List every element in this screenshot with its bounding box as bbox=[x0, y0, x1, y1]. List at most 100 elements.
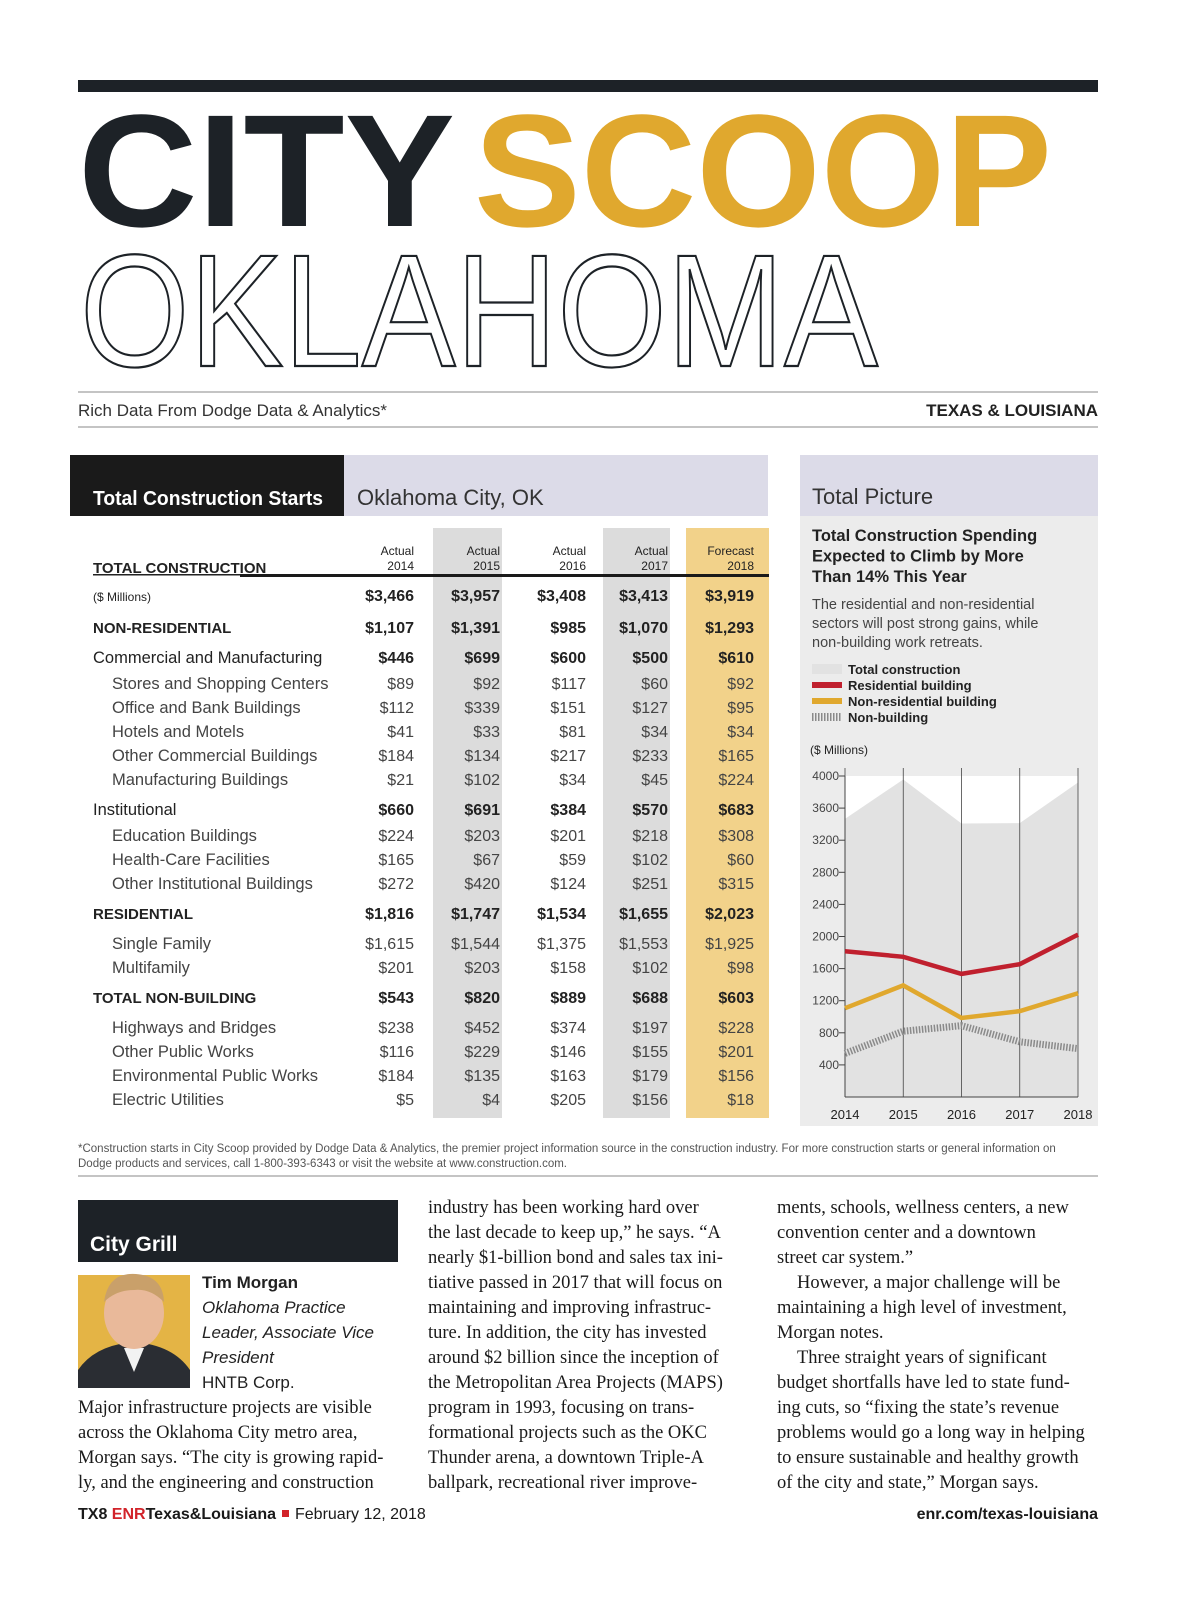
date: February 12, 2018 bbox=[295, 1506, 426, 1523]
title-state: OKLAHOMA bbox=[80, 221, 878, 400]
column-type: Actual bbox=[381, 544, 414, 558]
cell: $339 bbox=[464, 700, 500, 717]
cell: $102 bbox=[632, 852, 668, 869]
cell: $1,747 bbox=[451, 906, 500, 923]
article-line: nearly $1-billion bond and sales tax ini… bbox=[428, 1248, 723, 1268]
person-title: Oklahoma Practice bbox=[202, 1298, 346, 1317]
cell: $1,107 bbox=[365, 620, 414, 637]
cell: $201 bbox=[718, 1044, 754, 1061]
column-shade bbox=[433, 528, 502, 1118]
cell: $600 bbox=[550, 650, 586, 667]
series-line bbox=[843, 1022, 1079, 1057]
legend-label: Non-building bbox=[848, 710, 928, 725]
cell: $163 bbox=[550, 1068, 586, 1085]
sidebar-headline: Total Construction Spending bbox=[812, 527, 1037, 545]
row-label: Highways and Bridges bbox=[112, 1019, 276, 1037]
cell: $688 bbox=[632, 990, 668, 1007]
cell: $985 bbox=[550, 620, 586, 637]
cell: $59 bbox=[559, 852, 586, 869]
column-shade bbox=[686, 528, 769, 1118]
cell: $134 bbox=[464, 748, 500, 765]
cell: $603 bbox=[718, 990, 754, 1007]
cell: $820 bbox=[464, 990, 500, 1007]
cell: $45 bbox=[641, 772, 668, 789]
cell: $308 bbox=[718, 828, 754, 845]
footer: TX8 ENRTexas&Louisiana February 12, 2018 … bbox=[78, 1506, 1098, 1524]
row-label: Education Buildings bbox=[112, 827, 257, 845]
cell: $251 bbox=[632, 876, 668, 893]
row-label: Commercial and Manufacturing bbox=[93, 649, 322, 667]
y-tick-label: 2400 bbox=[812, 897, 839, 911]
cell: $158 bbox=[550, 960, 586, 977]
x-tick-label: 2016 bbox=[947, 1107, 976, 1122]
y-tick-label: 4000 bbox=[812, 769, 839, 783]
cell: $89 bbox=[387, 676, 414, 693]
cell: $201 bbox=[550, 828, 586, 845]
cell: $217 bbox=[550, 748, 586, 765]
row-label: Other Public Works bbox=[112, 1043, 254, 1061]
column-type: Actual bbox=[467, 544, 500, 558]
legend-swatch bbox=[812, 664, 842, 674]
article-line: the last decade to keep up,” he says. “A bbox=[428, 1223, 721, 1243]
total-label: TOTAL CONSTRUCTION bbox=[93, 560, 266, 577]
table-location-band bbox=[344, 455, 768, 516]
brand: ENR bbox=[111, 1506, 146, 1523]
cell: $1,655 bbox=[619, 906, 668, 923]
article-line: budget shortfalls have led to state fund… bbox=[777, 1373, 1070, 1393]
cell: $452 bbox=[464, 1020, 500, 1037]
tagline: Rich Data From Dodge Data & Analytics* bbox=[78, 401, 387, 420]
cell: $3,413 bbox=[619, 588, 668, 605]
cell: $205 bbox=[550, 1092, 586, 1109]
article-line: However, a major challenge will be bbox=[797, 1273, 1060, 1293]
row-label: Other Institutional Buildings bbox=[112, 875, 313, 893]
separator bbox=[282, 1510, 289, 1517]
article-line: around $2 billion since the inception of bbox=[428, 1348, 720, 1368]
y-tick-label: 800 bbox=[819, 1026, 839, 1040]
article-line: ments, schools, wellness centers, a new bbox=[777, 1198, 1069, 1218]
cell: $272 bbox=[378, 876, 414, 893]
x-tick-label: 2015 bbox=[889, 1107, 918, 1122]
column-year: 2016 bbox=[559, 559, 586, 573]
y-tick-label: 3200 bbox=[812, 833, 839, 847]
cell: $135 bbox=[464, 1068, 500, 1085]
column-year: 2015 bbox=[473, 559, 500, 573]
cell: $18 bbox=[727, 1092, 754, 1109]
column-type: Actual bbox=[553, 544, 586, 558]
cell: $543 bbox=[378, 990, 414, 1007]
sidebar-headline: Expected to Climb by More bbox=[812, 548, 1024, 566]
column-type: Actual bbox=[635, 544, 668, 558]
cell: $570 bbox=[632, 802, 668, 819]
cell: $889 bbox=[550, 990, 586, 1007]
sidebar-title: Total Picture bbox=[812, 484, 933, 509]
url: enr.com/texas-louisiana bbox=[916, 1506, 1098, 1523]
region: TEXAS & LOUISIANA bbox=[926, 401, 1098, 420]
column-year: 2014 bbox=[387, 559, 414, 573]
row-label: Other Commercial Buildings bbox=[112, 747, 317, 765]
cell: $3,408 bbox=[537, 588, 586, 605]
sidebar-body: The residential and non-residential bbox=[812, 597, 1034, 613]
cell: $197 bbox=[632, 1020, 668, 1037]
column-year: 2017 bbox=[641, 559, 668, 573]
cell: $124 bbox=[550, 876, 586, 893]
x-tick-label: 2018 bbox=[1064, 1107, 1093, 1122]
cell: $500 bbox=[632, 650, 668, 667]
edition: Texas&Louisiana bbox=[145, 1506, 276, 1523]
row-label: Hotels and Motels bbox=[112, 723, 244, 741]
cell: $112 bbox=[380, 700, 415, 717]
cell: $610 bbox=[718, 650, 754, 667]
cell: $203 bbox=[464, 960, 500, 977]
title-scoop: SCOOP bbox=[474, 81, 1052, 260]
cell: $165 bbox=[718, 748, 754, 765]
article-line: problems would go a long way in helping bbox=[777, 1423, 1085, 1443]
cell: $420 bbox=[464, 876, 500, 893]
column-year: 2018 bbox=[727, 559, 754, 573]
column-type: Forecast bbox=[707, 544, 754, 558]
cell: $446 bbox=[378, 650, 414, 667]
cell: $155 bbox=[632, 1044, 668, 1061]
cell: $1,615 bbox=[365, 936, 414, 953]
cell: $34 bbox=[559, 772, 586, 789]
cell: $117 bbox=[552, 676, 587, 693]
row-label: Stores and Shopping Centers bbox=[112, 675, 328, 693]
